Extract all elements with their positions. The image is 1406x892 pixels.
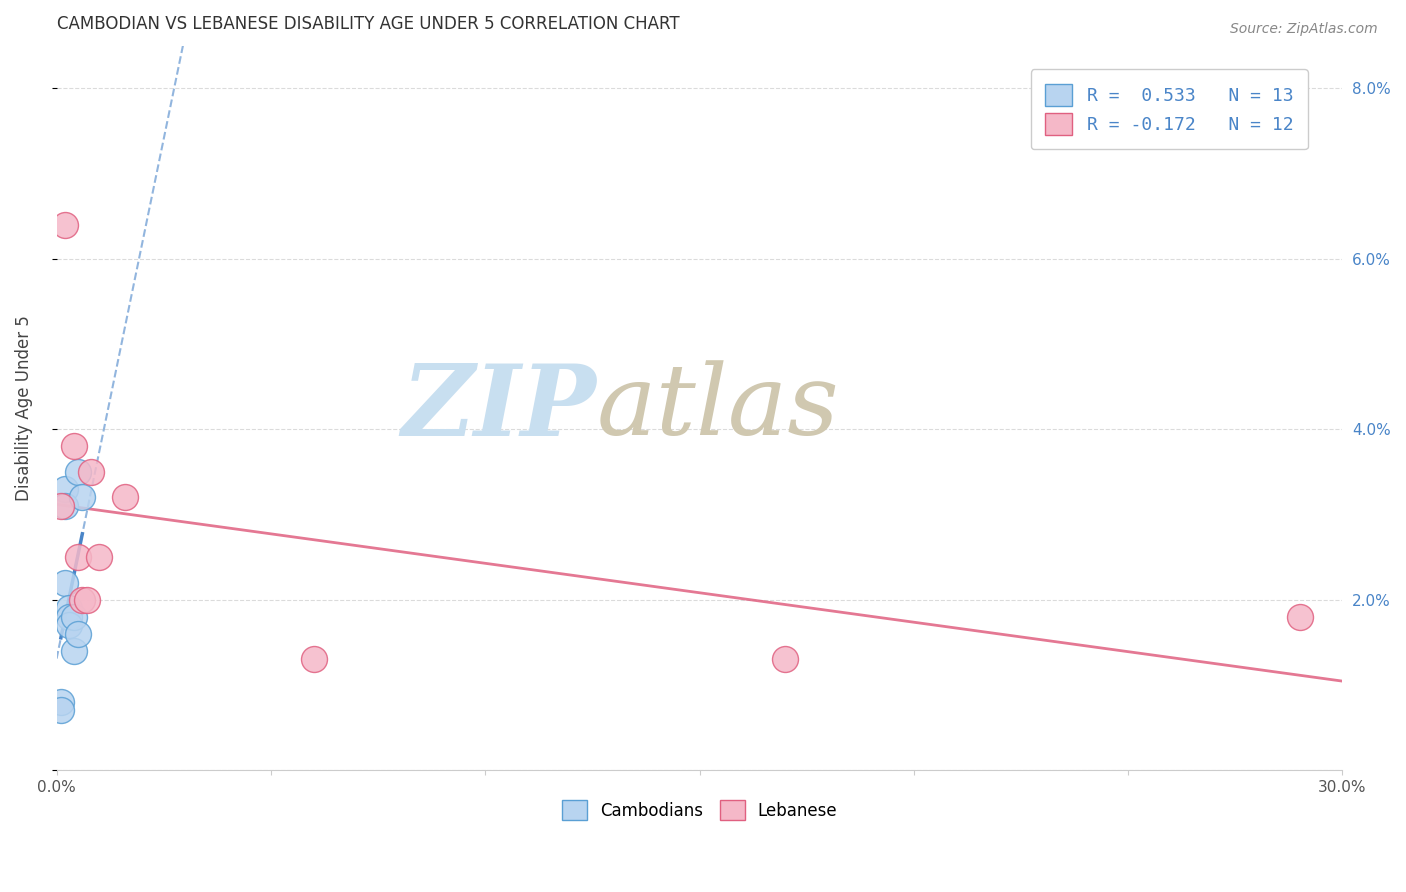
Point bbox=[89, 549, 111, 564]
Text: Source: ZipAtlas.com: Source: ZipAtlas.com bbox=[1230, 22, 1378, 37]
Point bbox=[1288, 609, 1310, 624]
Point bbox=[67, 626, 90, 640]
Text: atlas: atlas bbox=[596, 360, 839, 456]
Point bbox=[67, 549, 90, 564]
Point bbox=[114, 491, 136, 505]
Point bbox=[62, 609, 84, 624]
Point bbox=[49, 695, 72, 709]
Point bbox=[302, 652, 325, 666]
Text: CAMBODIAN VS LEBANESE DISABILITY AGE UNDER 5 CORRELATION CHART: CAMBODIAN VS LEBANESE DISABILITY AGE UND… bbox=[56, 15, 679, 33]
Point bbox=[49, 499, 72, 513]
Y-axis label: Disability Age Under 5: Disability Age Under 5 bbox=[15, 315, 32, 500]
Point bbox=[58, 601, 80, 615]
Point bbox=[72, 592, 94, 607]
Text: ZIP: ZIP bbox=[402, 359, 596, 456]
Point bbox=[53, 575, 76, 590]
Point bbox=[76, 592, 98, 607]
Point bbox=[58, 609, 80, 624]
Point bbox=[773, 652, 796, 666]
Point bbox=[58, 618, 80, 632]
Point bbox=[53, 482, 76, 496]
Point bbox=[67, 465, 90, 479]
Point bbox=[62, 643, 84, 657]
Point bbox=[80, 465, 103, 479]
Point bbox=[72, 491, 94, 505]
Point bbox=[62, 439, 84, 453]
Point bbox=[53, 499, 76, 513]
Point bbox=[53, 218, 76, 232]
Legend: Cambodians, Lebanese: Cambodians, Lebanese bbox=[555, 793, 844, 827]
Point bbox=[49, 703, 72, 717]
